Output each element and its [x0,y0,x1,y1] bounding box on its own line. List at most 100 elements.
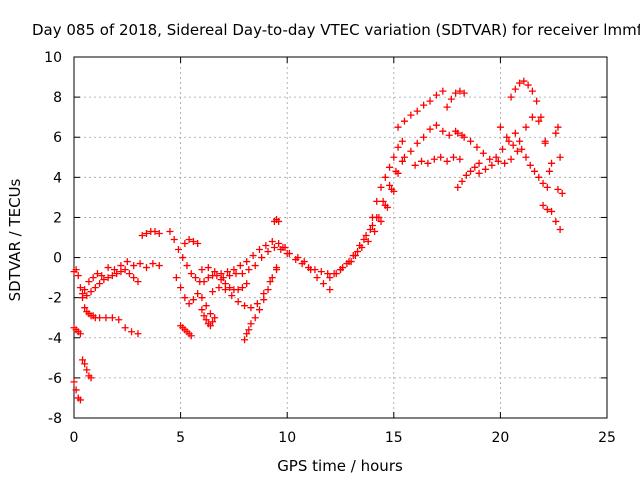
data-point [226,272,234,280]
data-point [226,284,234,292]
data-point [494,157,502,165]
data-point [81,286,89,294]
data-point [130,274,138,282]
y-tick-label: -8 [48,411,62,427]
data-point [326,274,334,282]
data-point [492,153,500,161]
data-point [211,268,219,276]
data-point [172,274,180,282]
data-point [545,167,553,175]
data-point [526,161,534,169]
data-point [400,153,408,161]
plot-frame [73,56,608,419]
data-point [273,264,281,272]
data-point [447,95,455,103]
data-point [121,266,129,274]
data-point [211,314,219,322]
data-point [539,179,547,187]
data-point [313,274,321,282]
data-point [170,236,178,244]
data-point [72,266,80,274]
data-point [202,316,210,324]
data-point [268,274,276,282]
data-point [219,274,227,282]
data-point [279,244,287,252]
sat-trace-33 [518,145,551,191]
data-point [426,97,434,105]
sat-trace-8 [166,227,251,294]
data-point [79,290,87,298]
data-point [475,169,483,177]
data-point [202,302,210,310]
data-point [452,89,460,97]
data-point [362,231,370,239]
data-point [535,117,543,125]
data-point [115,316,123,324]
data-point [93,270,101,278]
data-point [388,185,396,193]
data-point [354,248,362,256]
data-point [247,320,255,328]
data-point [200,278,208,286]
data-point [187,270,195,278]
data-point [108,314,116,322]
data-point [213,272,221,280]
sat-trace-22 [347,157,406,266]
data-point [113,270,121,278]
data-point [189,238,197,246]
data-point [100,276,108,284]
data-point [505,137,513,145]
data-point [462,171,470,179]
data-point [136,260,144,268]
data-point [183,262,191,270]
data-point [379,197,387,205]
y-tick-label: -2 [48,291,62,307]
sat-trace-35 [552,123,566,197]
data-point [228,292,236,300]
data-point [473,143,481,151]
sat-trace-3 [79,356,95,382]
data-point [524,81,532,89]
data-point [249,252,257,260]
data-point [511,129,519,137]
data-point [166,227,174,235]
x-tick-label: 0 [70,430,79,446]
data-point [104,274,112,282]
data-point [142,229,150,237]
data-point [443,103,451,111]
data-point [386,181,394,189]
data-point [117,268,125,276]
data-point [91,284,99,292]
data-point [554,185,562,193]
data-point [198,294,206,302]
sat-trace-10 [181,236,202,248]
data-point [541,139,549,147]
data-point [275,240,283,248]
sat-trace-14 [209,266,281,312]
y-tick-label: -4 [48,331,62,347]
data-point [381,201,389,209]
data-point [326,286,334,294]
sat-trace-4 [70,266,142,338]
data-point [371,227,379,235]
data-point [432,121,440,129]
y-tick-label: 8 [53,90,62,106]
data-point [552,217,560,225]
data-point [533,97,541,105]
data-point [377,183,385,191]
sat-trace-25 [400,121,466,161]
sat-trace-27 [443,87,468,111]
data-point [194,240,202,248]
data-point [76,284,84,292]
data-point [294,254,302,262]
data-point [420,101,428,109]
data-points [70,77,566,404]
data-point [102,314,110,322]
data-point [528,113,536,121]
x-tick-label: 25 [598,430,616,446]
sat-trace-1 [70,378,84,404]
y-axis-label: SDTVAR / TECUs [6,178,24,301]
data-point [364,238,372,246]
data-point [439,87,447,95]
